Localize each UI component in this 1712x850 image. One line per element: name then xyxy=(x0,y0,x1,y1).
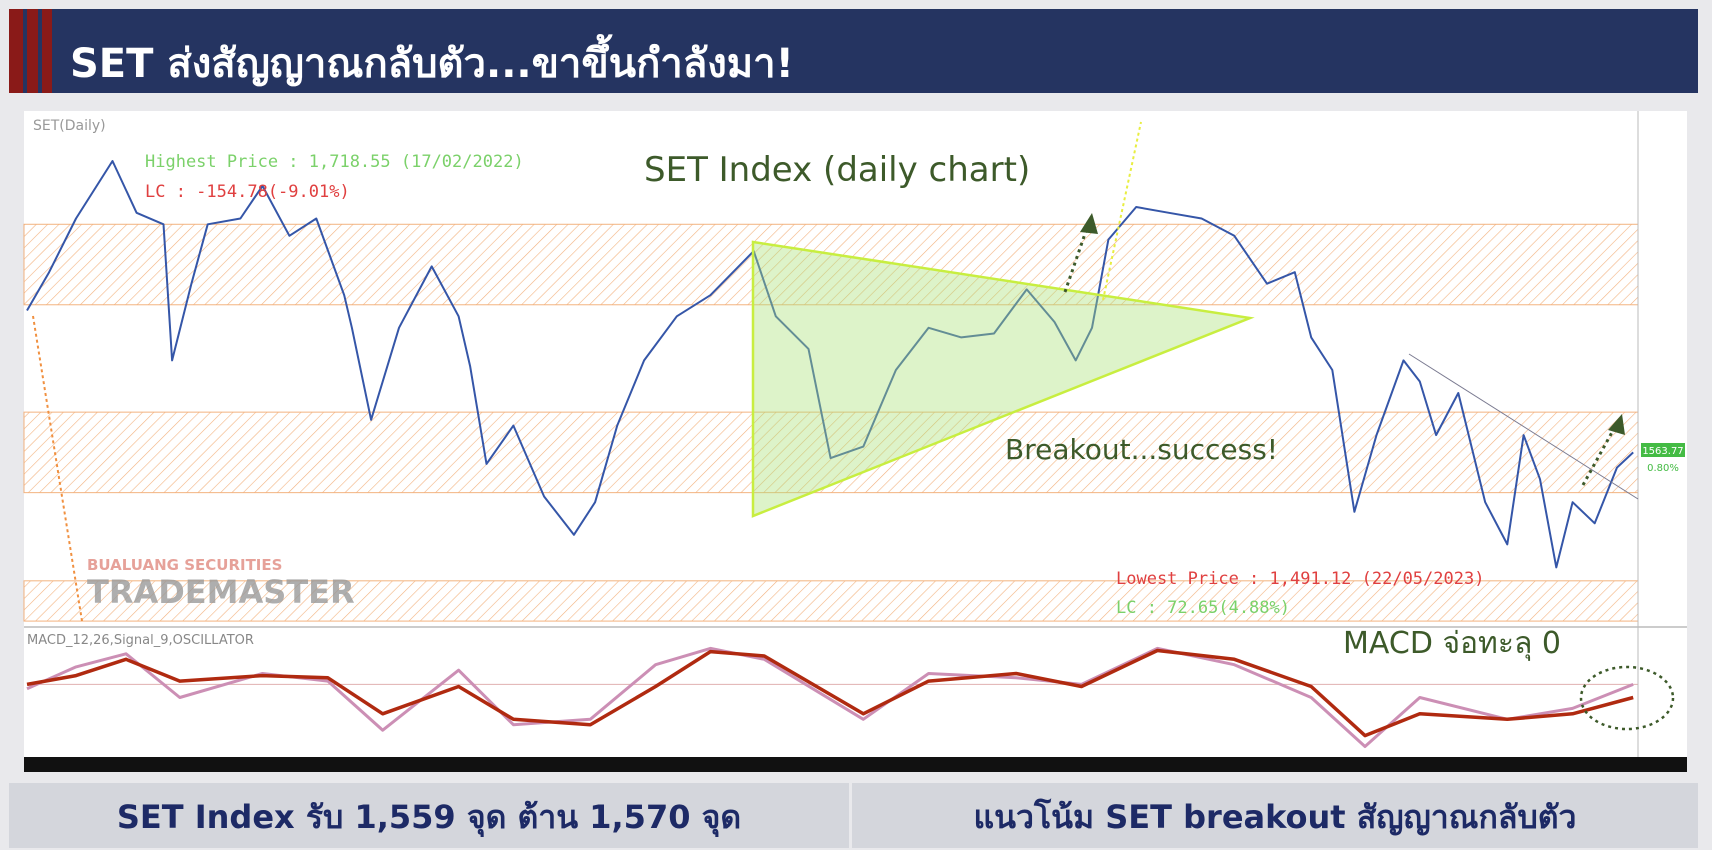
annotation: Breakout...success! xyxy=(1005,433,1278,466)
arrow-head xyxy=(1608,414,1625,435)
x-axis-bar xyxy=(24,757,1687,772)
arrow-head xyxy=(1080,213,1098,234)
annotation: Highest Price : 1,718.55 (17/02/2022) xyxy=(145,152,524,172)
chart-title: SET Index (daily chart) xyxy=(644,150,1030,190)
triangle-pattern xyxy=(751,240,1255,518)
downtrend-line xyxy=(1408,353,1639,500)
stripe xyxy=(42,9,52,93)
banner xyxy=(9,9,1698,93)
annotation: LC : -154.78(-9.01%) xyxy=(145,182,350,202)
footer-text: แนวโน้ม SET breakout สัญญาณกลับตัว xyxy=(973,798,1576,836)
brand: BUALUANG SECURITIES xyxy=(87,556,282,574)
footer-box xyxy=(852,783,1698,848)
stripe xyxy=(27,9,38,93)
zone xyxy=(23,580,1639,622)
series-line xyxy=(26,160,1634,569)
zone xyxy=(23,411,1639,494)
annotation: Lowest Price : 1,491.12 (22/05/2023) xyxy=(1116,569,1484,589)
brand: TRADEMASTER xyxy=(87,573,355,611)
panel-label: MACD_12,26,Signal_9,OSCILLATOR xyxy=(27,633,254,648)
footer-text: SET Index รับ 1,559 จุด ต้าน 1,570 จุด xyxy=(117,798,741,838)
footer-box xyxy=(9,783,849,848)
price-tag xyxy=(1641,443,1685,457)
annotation: LC : 72.65(4.88%) xyxy=(1116,598,1290,618)
arrow xyxy=(1063,224,1090,293)
annotation: MACD จ่อทะลุ 0 xyxy=(1343,626,1561,662)
series-line xyxy=(26,648,1634,738)
trend-line xyxy=(1102,121,1142,301)
change-label: 0.80% xyxy=(1647,463,1679,474)
series-line xyxy=(26,646,1634,748)
series-label: SET(Daily) xyxy=(33,118,106,134)
slide-title: SET ส่งสัญญาณกลับตัว...ขาขึ้นกำลังมา! xyxy=(70,34,794,87)
price-tag-label: 1563.77 xyxy=(1642,446,1683,457)
stripe xyxy=(9,9,23,93)
highlight-circle xyxy=(1579,665,1675,731)
arrow xyxy=(1581,424,1618,486)
